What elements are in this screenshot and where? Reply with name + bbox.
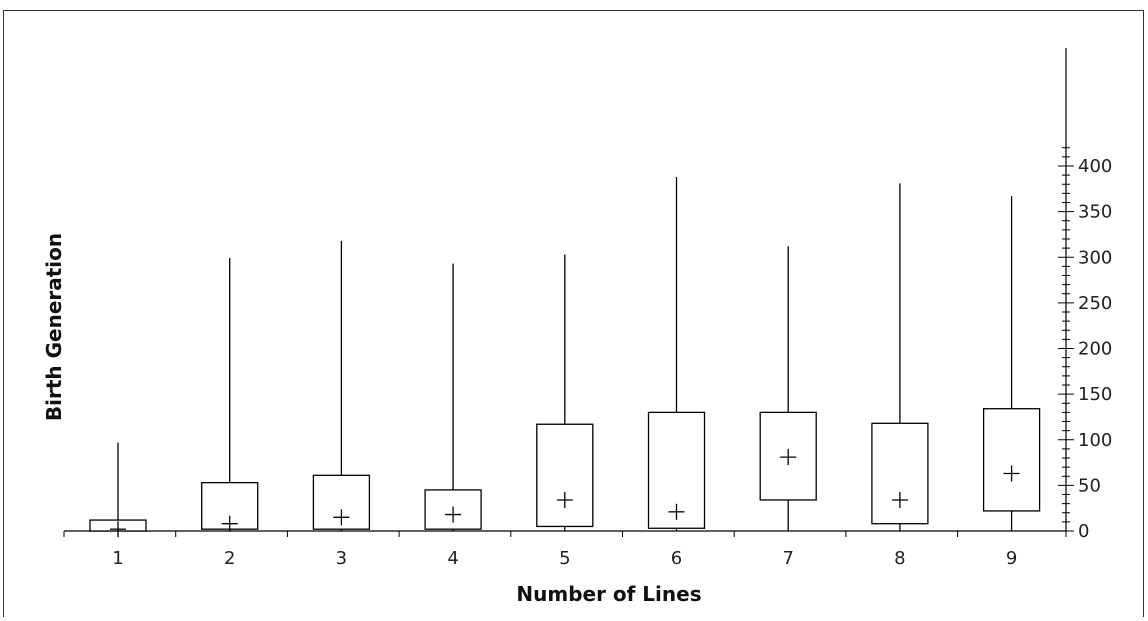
y-tick-label: 150 (1078, 384, 1112, 405)
x-tick-label: 7 (782, 548, 793, 569)
box-5 (536, 254, 594, 531)
box-7 (759, 246, 817, 531)
box-6 (647, 176, 706, 531)
y-tick-label: 200 (1078, 339, 1112, 360)
box-9 (982, 196, 1041, 531)
y-tick-label: 250 (1078, 293, 1112, 314)
y-tick-label: 300 (1078, 247, 1112, 268)
y-tick-label: 100 (1078, 430, 1112, 451)
y-tick-label: 400 (1078, 156, 1112, 177)
box-8 (871, 183, 929, 531)
y-tick-label: 350 (1078, 202, 1112, 223)
x-tick-label: 2 (224, 548, 235, 569)
y-axis-title: Birth Generation (42, 233, 66, 421)
x-tick-label: 4 (447, 548, 458, 569)
x-tick-label: 3 (336, 548, 347, 569)
boxes (89, 176, 1041, 538)
box-2 (201, 258, 259, 532)
x-tick-label: 8 (894, 548, 905, 569)
x-tick-label: 5 (559, 548, 570, 569)
x-tick-label: 6 (671, 548, 682, 569)
box-rect (871, 422, 929, 525)
box-3 (312, 240, 371, 531)
y-tick-label: 50 (1078, 475, 1101, 496)
x-tick-label: 9 (1006, 548, 1017, 569)
box-rect (536, 423, 594, 528)
box-4 (424, 263, 482, 531)
x-tick-label: 1 (112, 548, 123, 569)
x-axis-title: Number of Lines (516, 582, 701, 606)
y-tick-label: 0 (1078, 521, 1089, 542)
box-1 (89, 442, 147, 538)
box-rect (982, 408, 1041, 512)
